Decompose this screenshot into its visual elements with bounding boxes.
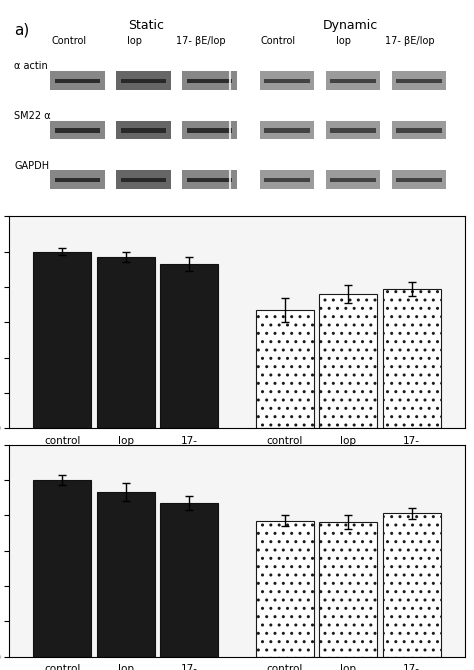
Bar	[396, 78, 442, 83]
Bar	[392, 170, 447, 189]
Bar	[33, 252, 91, 428]
Bar	[160, 264, 219, 428]
Text: GAPDH: GAPDH	[14, 161, 49, 172]
Bar	[182, 121, 237, 139]
Text: Control: Control	[51, 36, 86, 46]
Bar	[117, 71, 171, 90]
Text: a): a)	[14, 23, 29, 38]
Text: 17- βE/Iop: 17- βE/Iop	[176, 36, 226, 46]
Bar	[383, 289, 441, 428]
Bar	[55, 78, 100, 83]
Text: α actin: α actin	[14, 61, 48, 70]
Text: SM22 α: SM22 α	[14, 111, 51, 121]
Bar	[392, 71, 447, 90]
Bar	[392, 121, 447, 139]
Bar	[33, 480, 91, 657]
Bar	[319, 294, 377, 428]
Bar	[121, 78, 166, 83]
Bar	[182, 71, 237, 90]
Bar	[50, 121, 105, 139]
Bar	[97, 492, 155, 657]
Bar	[260, 121, 314, 139]
Text: Control: Control	[260, 36, 295, 46]
Bar	[255, 521, 314, 657]
Bar	[319, 523, 377, 657]
Text: Static: Static	[107, 494, 145, 507]
Bar	[326, 71, 380, 90]
Bar	[187, 128, 232, 133]
Bar	[326, 170, 380, 189]
Bar	[97, 257, 155, 428]
Bar	[121, 128, 166, 133]
Bar	[50, 170, 105, 189]
Bar	[121, 178, 166, 182]
Bar	[55, 178, 100, 182]
Bar	[330, 78, 376, 83]
Bar	[187, 178, 232, 182]
Bar	[255, 310, 314, 428]
Bar	[260, 170, 314, 189]
Bar	[264, 128, 310, 133]
Bar	[182, 170, 237, 189]
Bar	[396, 128, 442, 133]
Text: Static: Static	[128, 19, 164, 32]
Bar	[117, 121, 171, 139]
Bar	[50, 71, 105, 90]
Text: Iop: Iop	[337, 36, 351, 46]
Bar	[117, 170, 171, 189]
Bar	[396, 178, 442, 182]
Bar	[383, 513, 441, 657]
Bar	[264, 78, 310, 83]
Bar	[264, 178, 310, 182]
Bar	[260, 71, 314, 90]
Bar	[330, 128, 376, 133]
Text: Dynamic: Dynamic	[323, 19, 378, 32]
Bar	[330, 178, 376, 182]
Bar	[160, 503, 219, 657]
Bar	[55, 128, 100, 133]
Bar	[187, 78, 232, 83]
Text: 17- βE/Iop: 17- βE/Iop	[385, 36, 435, 46]
Text: Dynamic: Dynamic	[319, 494, 376, 507]
Bar	[326, 121, 380, 139]
Text: Iop: Iop	[127, 36, 142, 46]
